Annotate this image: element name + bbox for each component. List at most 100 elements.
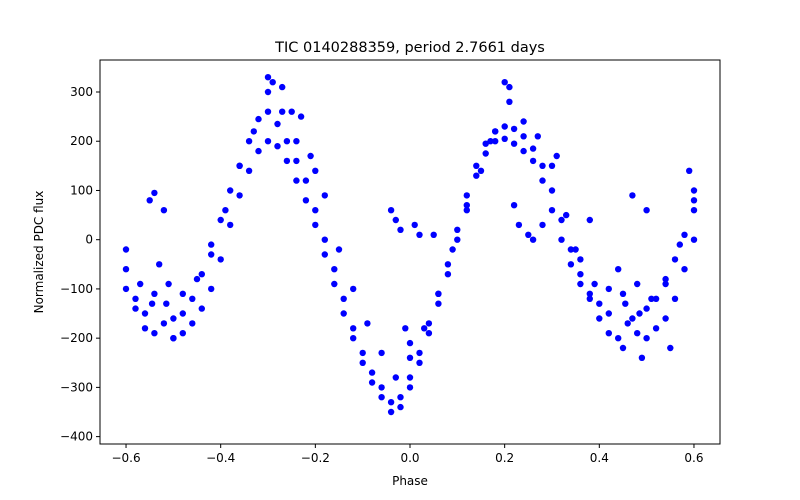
data-point bbox=[264, 88, 272, 96]
data-point bbox=[643, 335, 650, 342]
data-point bbox=[321, 251, 328, 258]
data-point bbox=[435, 300, 442, 307]
y-tick-label: 200 bbox=[70, 134, 93, 148]
data-point bbox=[690, 197, 698, 204]
data-point bbox=[463, 192, 470, 199]
data-point bbox=[359, 349, 366, 357]
data-point bbox=[236, 162, 243, 169]
data-point bbox=[548, 162, 556, 169]
data-point bbox=[141, 310, 149, 317]
data-point bbox=[411, 221, 418, 229]
data-point bbox=[586, 290, 593, 297]
data-point bbox=[539, 221, 546, 229]
x-tick-label: 0.4 bbox=[590, 451, 609, 465]
data-point bbox=[591, 280, 598, 288]
data-point bbox=[378, 394, 385, 401]
data-point bbox=[179, 310, 186, 317]
data-point bbox=[364, 320, 371, 327]
data-point bbox=[548, 187, 556, 194]
data-point bbox=[148, 300, 156, 307]
data-point bbox=[387, 399, 395, 406]
data-point bbox=[435, 290, 442, 297]
data-point bbox=[553, 152, 560, 160]
data-point bbox=[250, 128, 257, 135]
data-point bbox=[350, 335, 357, 342]
data-point bbox=[335, 246, 343, 253]
data-point bbox=[473, 172, 480, 179]
y-tick-label: 300 bbox=[70, 85, 93, 99]
data-point bbox=[643, 305, 650, 312]
y-tick-label: −300 bbox=[60, 380, 93, 394]
data-point bbox=[227, 187, 234, 194]
data-point bbox=[676, 241, 683, 248]
data-point bbox=[463, 202, 470, 209]
data-point bbox=[430, 231, 437, 238]
data-point bbox=[482, 140, 489, 147]
x-tick-label: 0.2 bbox=[495, 451, 514, 465]
y-axis: −400 −300 −200 −100 0 100 200 300 bbox=[60, 85, 100, 444]
data-point bbox=[255, 147, 262, 155]
data-point bbox=[529, 236, 537, 243]
data-point bbox=[264, 108, 272, 115]
data-point bbox=[122, 266, 130, 273]
data-point bbox=[406, 339, 414, 347]
data-point bbox=[208, 251, 215, 258]
x-tick-label: −0.4 bbox=[206, 451, 235, 465]
data-point bbox=[179, 330, 186, 337]
data-point bbox=[634, 330, 641, 337]
data-point bbox=[662, 315, 669, 322]
data-point bbox=[350, 325, 357, 332]
data-point bbox=[274, 120, 281, 128]
data-point bbox=[421, 325, 428, 332]
data-point bbox=[596, 300, 603, 307]
data-point bbox=[122, 285, 130, 293]
data-point bbox=[596, 315, 603, 322]
data-point bbox=[331, 280, 338, 288]
data-point bbox=[425, 330, 433, 337]
data-point bbox=[340, 310, 347, 317]
data-point bbox=[506, 98, 513, 106]
data-point bbox=[387, 408, 395, 416]
y-tick-label: −200 bbox=[60, 331, 93, 345]
data-point bbox=[227, 221, 234, 229]
data-point bbox=[307, 152, 314, 160]
data-point bbox=[340, 295, 347, 302]
data-point bbox=[622, 300, 629, 307]
data-point bbox=[515, 221, 523, 229]
y-tick-label: 0 bbox=[85, 233, 93, 247]
data-point bbox=[378, 384, 385, 391]
data-point bbox=[245, 167, 253, 174]
data-point bbox=[312, 167, 319, 174]
data-point bbox=[279, 83, 286, 91]
data-point bbox=[634, 280, 641, 288]
data-point bbox=[690, 236, 698, 243]
data-point bbox=[193, 275, 201, 283]
data-point bbox=[397, 403, 404, 411]
data-point bbox=[392, 374, 399, 381]
data-point bbox=[567, 261, 575, 268]
data-point bbox=[222, 207, 229, 214]
data-point bbox=[629, 192, 636, 199]
data-point bbox=[264, 138, 272, 145]
data-point bbox=[160, 207, 168, 214]
data-point bbox=[189, 295, 196, 302]
data-point bbox=[577, 271, 584, 278]
data-point bbox=[636, 310, 643, 317]
data-point bbox=[255, 115, 262, 123]
data-point bbox=[690, 187, 698, 194]
data-point bbox=[170, 335, 177, 342]
data-point bbox=[615, 335, 622, 342]
data-point bbox=[605, 285, 612, 293]
x-tick-label: 0.6 bbox=[684, 451, 703, 465]
data-point bbox=[681, 231, 688, 238]
x-tick-label: −0.2 bbox=[301, 451, 330, 465]
data-point bbox=[520, 133, 527, 140]
data-point bbox=[638, 354, 646, 361]
data-point bbox=[482, 150, 489, 157]
data-point bbox=[681, 266, 688, 273]
data-point bbox=[302, 197, 310, 204]
data-point bbox=[283, 138, 291, 145]
y-axis-label: Normalized PDC flux bbox=[32, 191, 46, 314]
data-point bbox=[279, 108, 286, 115]
data-point bbox=[416, 349, 423, 357]
